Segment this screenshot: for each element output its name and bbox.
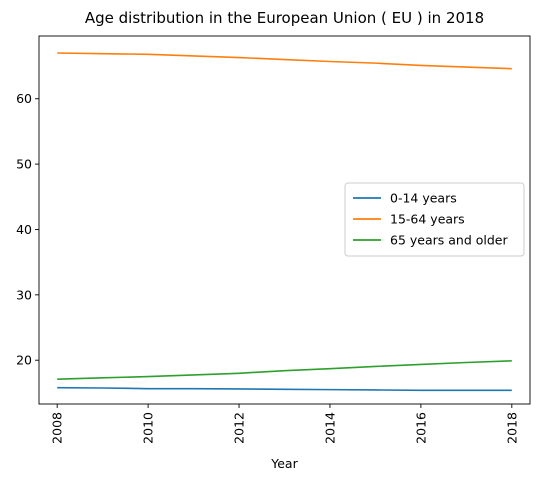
x-tick-label-2: 2012 <box>232 412 247 444</box>
legend-label-1: 15-64 years <box>390 212 465 227</box>
plot-area: 2008 2010 2012 2014 2016 2018 20 30 40 50 60 <box>16 35 531 444</box>
y-tick-label-1: 30 <box>16 287 32 302</box>
y-tick-label-2: 40 <box>16 222 32 237</box>
axes-frame <box>38 35 531 405</box>
legend: 0-14 years 15-64 years 65 years and older <box>344 182 525 257</box>
x-tick-label-1: 2010 <box>141 412 156 444</box>
series-line-1 <box>57 52 512 70</box>
legend-label-0: 0-14 years <box>390 191 457 206</box>
legend-box <box>344 182 525 257</box>
series-line-0 <box>57 386 512 392</box>
series-line-2 <box>57 360 512 380</box>
x-tick-label-0: 2008 <box>50 412 65 444</box>
x-axis-label: Year <box>270 456 298 471</box>
x-tick-label-5: 2018 <box>504 412 519 444</box>
x-tick-label-3: 2014 <box>322 412 337 444</box>
x-tick-label-4: 2016 <box>413 412 428 444</box>
y-tick-label-0: 20 <box>16 353 32 368</box>
legend-label-2: 65 years and older <box>390 233 508 248</box>
chart-title: Age distribution in the European Union (… <box>85 9 484 27</box>
y-tick-label-4: 60 <box>16 91 32 106</box>
y-tick-label-3: 50 <box>16 157 32 172</box>
